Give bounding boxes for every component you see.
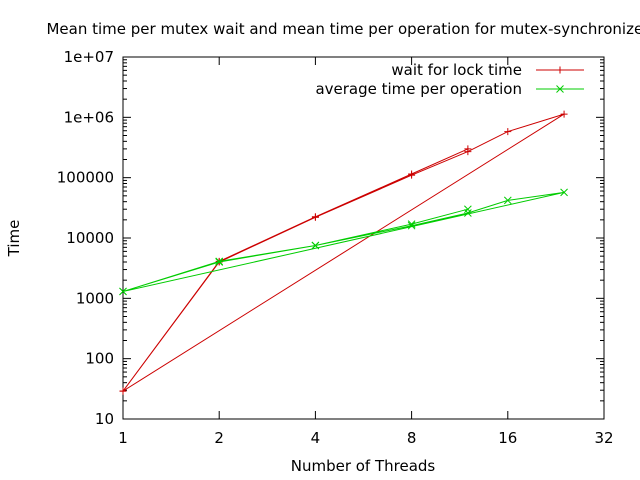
data-point — [503, 196, 512, 205]
data-point — [311, 241, 320, 250]
y-tick-label: 100 — [85, 350, 114, 368]
cross-marker-b — [215, 257, 224, 266]
axis-ticks — [122, 56, 605, 420]
cross-marker-b — [556, 85, 564, 93]
data-point — [464, 145, 472, 153]
series-layer — [119, 110, 568, 395]
cross-marker-b — [311, 241, 320, 250]
x-tick-label: 16 — [498, 429, 517, 447]
data-point — [408, 170, 416, 178]
legend-label: wait for lock time — [391, 61, 522, 79]
cross-marker-b — [464, 209, 472, 217]
y-tick-label: 1000 — [76, 289, 114, 307]
data-point — [560, 110, 568, 118]
data-point — [464, 209, 472, 217]
legend-label: average time per operation — [315, 80, 522, 98]
x-tick-label: 2 — [214, 429, 224, 447]
legend-swatch-marker — [556, 85, 564, 93]
y-tick-label: 1e+06 — [64, 108, 114, 126]
cross-marker-b — [119, 287, 127, 296]
series-line — [122, 191, 565, 292]
data-point — [119, 387, 127, 395]
data-point — [215, 257, 224, 266]
legend-swatch-marker — [556, 66, 564, 74]
series-2 — [119, 188, 568, 296]
cross-marker-b — [407, 221, 416, 230]
plot-area-frame — [122, 56, 605, 420]
cross-marker-b — [503, 196, 512, 205]
x-axis-label: Number of Threads — [291, 457, 436, 475]
x-tick-label: 4 — [311, 429, 321, 447]
cross-marker-b — [560, 188, 568, 197]
y-axis-label: Time — [5, 220, 23, 258]
cross-marker-b — [407, 220, 416, 228]
series-1 — [119, 110, 568, 395]
data-point — [464, 205, 472, 214]
data-point — [407, 221, 416, 230]
y-tick-label: 1e+07 — [64, 48, 114, 66]
axis-tick-labels: 10 100 1000 10000 100000 1e+06 1e+07 1 2 4 8 16 32 — [57, 48, 614, 447]
cross-marker-b — [464, 205, 472, 214]
series-line — [122, 113, 565, 392]
x-tick-label: 8 — [407, 429, 417, 447]
data-point — [311, 213, 319, 221]
y-tick-label: 10000 — [66, 229, 114, 247]
data-point — [407, 220, 416, 228]
data-point — [119, 287, 127, 296]
x-tick-label: 1 — [118, 429, 128, 447]
y-tick-label: 10 — [95, 410, 114, 428]
data-point — [504, 128, 512, 136]
data-point — [560, 188, 568, 197]
chart-title: Mean time per mutex wait and mean time p… — [46, 20, 640, 38]
x-tick-label: 32 — [594, 429, 613, 447]
y-tick-label: 100000 — [57, 169, 114, 187]
